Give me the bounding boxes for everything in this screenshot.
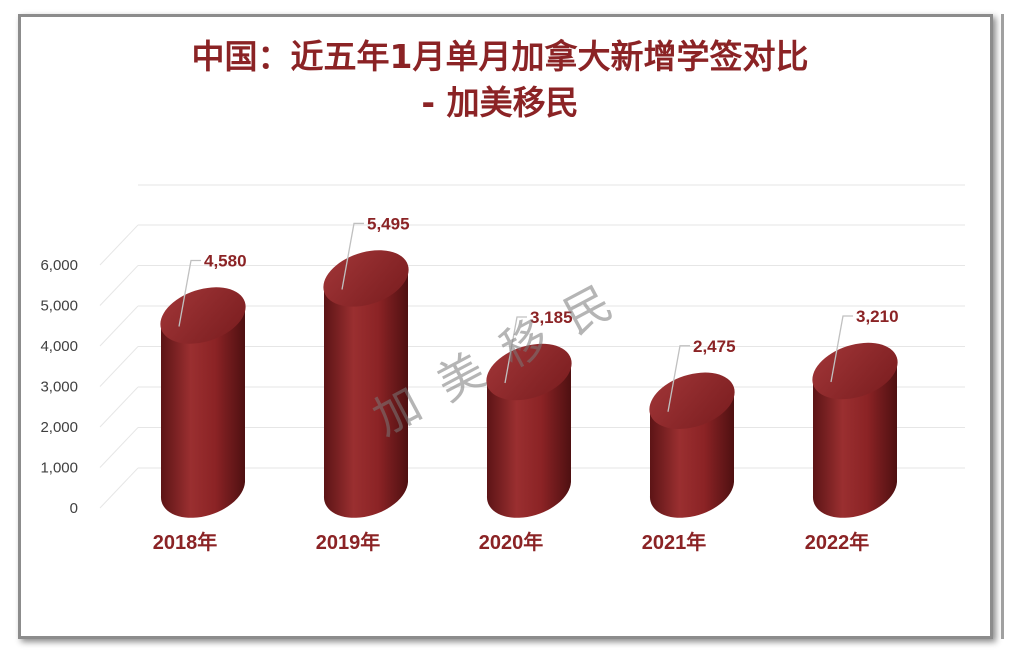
chart-title: 中国：近五年1月单月加拿大新增学签对比 - 加美移民 <box>40 34 960 126</box>
gridline-diagonal <box>99 224 139 266</box>
bar <box>160 287 246 518</box>
bar-body <box>486 365 571 518</box>
leader-line <box>341 222 364 290</box>
bar <box>649 372 735 518</box>
bar-top <box>160 287 246 344</box>
bar-top <box>812 342 898 400</box>
leader-line <box>178 259 201 327</box>
leader-line <box>667 345 690 412</box>
gridline-diagonal <box>99 386 139 428</box>
bar-top <box>649 372 735 429</box>
bar <box>486 343 572 518</box>
gridline-diagonal <box>99 427 139 468</box>
data-label: 2,475 <box>693 337 736 356</box>
gridline-diagonal <box>99 346 139 387</box>
category-label: 2018年 <box>153 530 218 554</box>
bar <box>323 250 409 518</box>
gridline-diagonal <box>99 305 139 347</box>
y-tick-label: 0 <box>70 500 78 517</box>
data-label: 5,495 <box>367 214 410 233</box>
bar-body <box>160 308 245 518</box>
category-label: 2022年 <box>805 530 870 554</box>
bar-body <box>323 271 408 518</box>
chart-title-line-1: 中国：近五年1月单月加拿大新增学签对比 <box>191 37 809 76</box>
bar-body <box>812 363 897 518</box>
y-tick-label: 5,000 <box>40 298 78 315</box>
y-tick-label: 4,000 <box>40 338 78 355</box>
chart-title-line-2: - 加美移民 <box>421 83 579 122</box>
bar-top <box>323 250 409 307</box>
data-label: 3,210 <box>856 307 899 326</box>
data-label: 3,185 <box>530 308 573 327</box>
y-tick-label: 6,000 <box>40 257 78 274</box>
category-label: 2020年 <box>479 530 544 554</box>
leader-line <box>830 315 853 383</box>
y-tick-label: 3,000 <box>40 379 78 396</box>
category-label: 2019年 <box>316 530 381 554</box>
y-tick-label: 1,000 <box>40 460 78 477</box>
window-edge <box>1001 14 1004 639</box>
data-label: 4,580 <box>204 252 247 271</box>
gridline-diagonal <box>99 265 139 306</box>
bar-top <box>486 343 572 401</box>
gridline-diagonal <box>99 467 139 509</box>
bar <box>812 342 898 518</box>
category-label: 2021年 <box>642 530 707 554</box>
y-tick-label: 2,000 <box>40 419 78 436</box>
leader-line <box>504 316 527 384</box>
